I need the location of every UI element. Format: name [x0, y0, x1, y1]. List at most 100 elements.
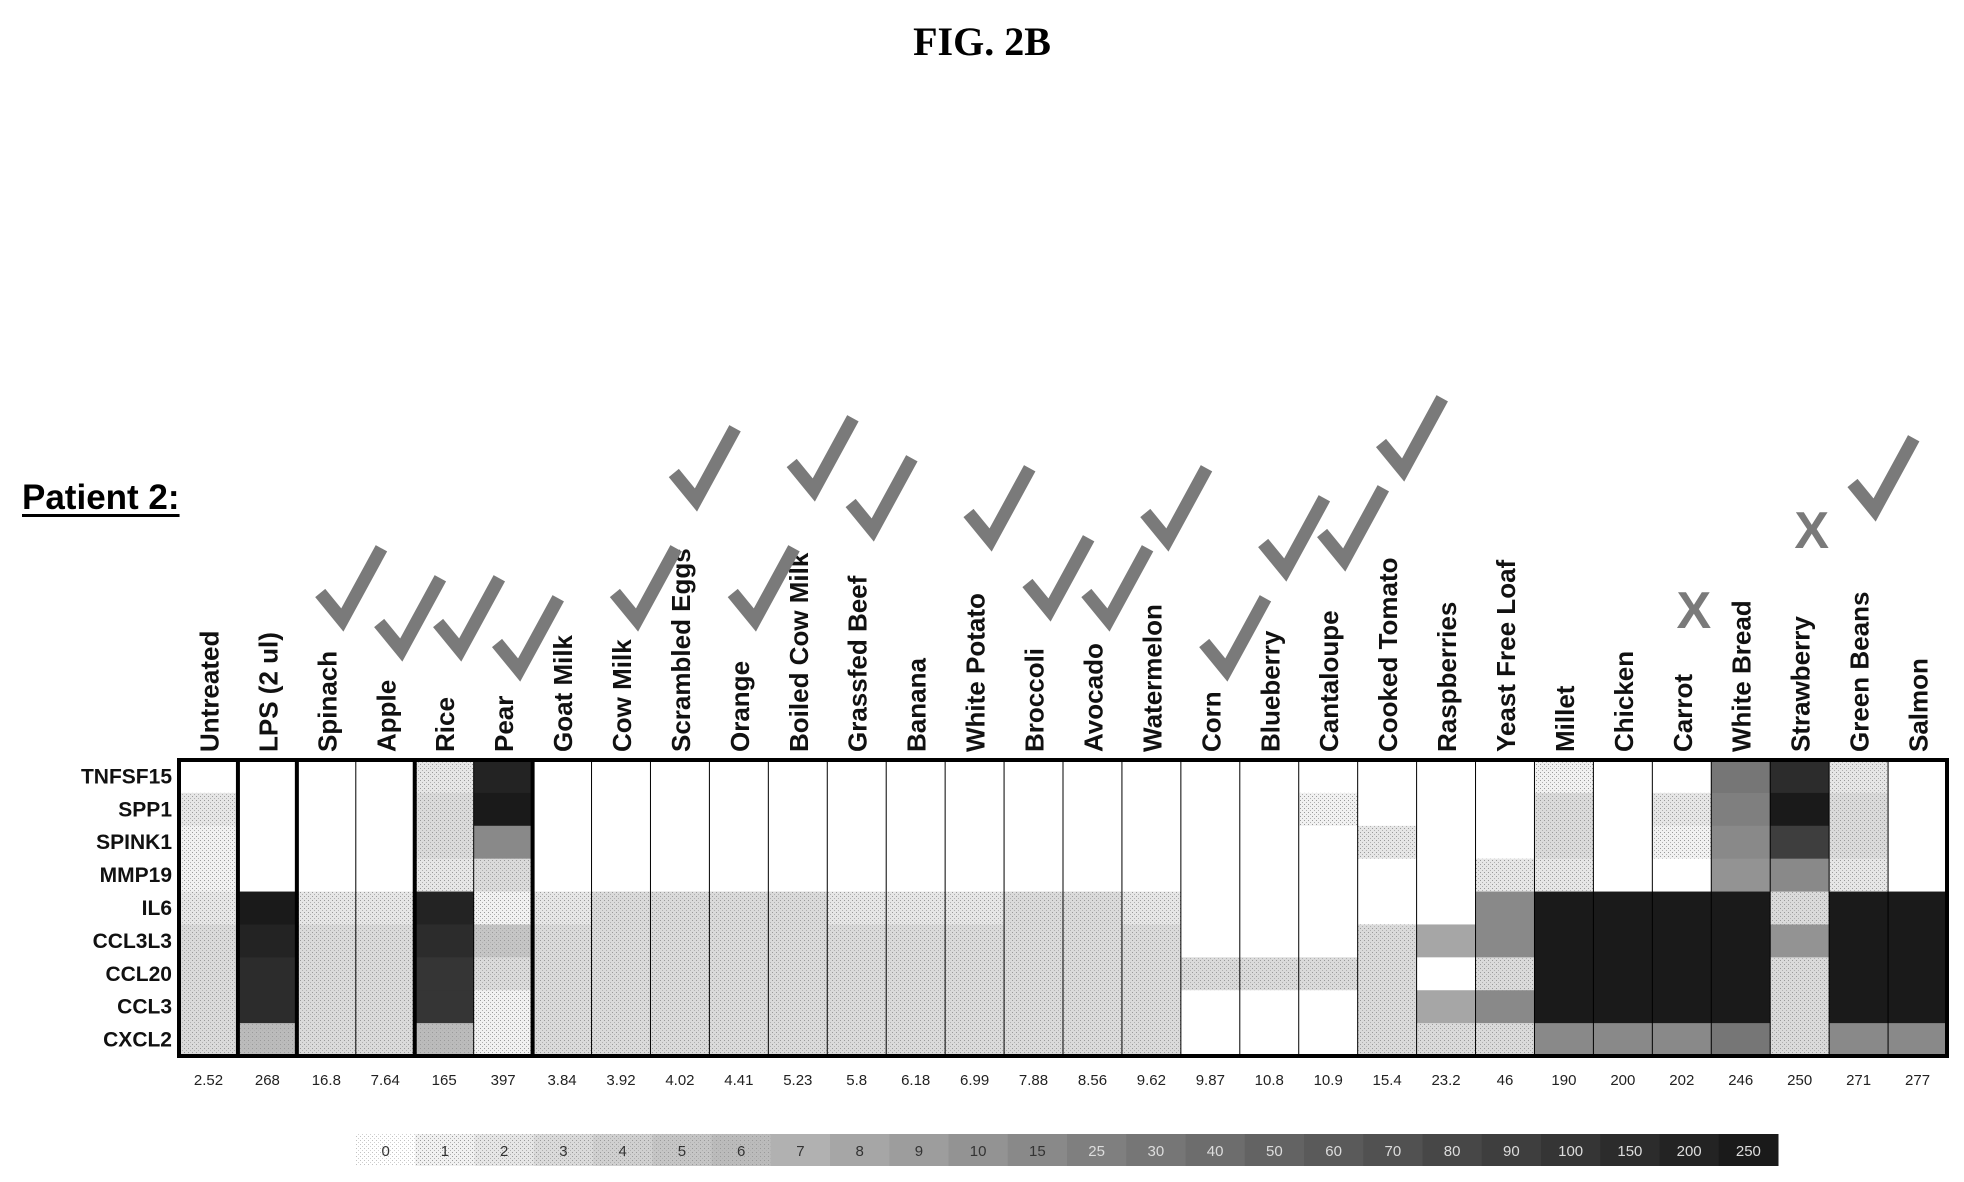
heatmap-cell-texture [591, 957, 651, 991]
heatmap-cell-texture [1121, 990, 1182, 1024]
x-mark-icon: X [1676, 582, 1711, 640]
heatmap-cell [768, 760, 828, 794]
heatmap-cell-texture [591, 990, 651, 1024]
scale-label: 10 [970, 1143, 987, 1160]
heatmap-cell-texture [473, 1023, 534, 1057]
heatmap-cell-texture [1063, 924, 1123, 958]
heatmap-cell-texture [414, 760, 475, 794]
heatmap-cell [355, 760, 416, 794]
heatmap-cell [532, 858, 593, 893]
column-total: 202 [1669, 1072, 1694, 1089]
scale-label: 4 [618, 1143, 626, 1160]
heatmap-cell [1593, 1023, 1653, 1057]
column-total: 9.62 [1137, 1072, 1166, 1089]
scale-swatch [1007, 1134, 1068, 1166]
heatmap-cell-texture [179, 825, 239, 860]
scale-label: 40 [1207, 1143, 1224, 1160]
scale-swatch [1126, 1134, 1186, 1166]
heatmap-cell-texture [473, 858, 534, 893]
figure-title: FIG. 2B [913, 19, 1051, 64]
heatmap-cell [591, 792, 651, 827]
heatmap-cell [827, 760, 887, 794]
heatmap-cell [1416, 957, 1477, 991]
column-total: 4.02 [665, 1072, 694, 1089]
row-label: IL6 [142, 897, 172, 920]
heatmap-cell [709, 792, 769, 827]
column-label: Corn [1196, 691, 1226, 752]
scale-label: 3 [559, 1143, 567, 1160]
column-label: Goat Milk [548, 634, 578, 752]
heatmap-cell-texture [1121, 957, 1182, 991]
heatmap-cell [1357, 760, 1418, 794]
scale-swatch [1067, 1134, 1127, 1166]
heatmap-cell [591, 858, 651, 893]
heatmap-cell [1298, 990, 1359, 1024]
heatmap-cell-texture [1534, 858, 1594, 893]
heatmap-cell-texture [945, 1023, 1005, 1057]
heatmap-cell [237, 957, 298, 991]
heatmap-cell [1829, 990, 1889, 1024]
heatmap-cell [414, 924, 475, 958]
heatmap-cell [1770, 924, 1830, 958]
column-label: LPS (2 ul) [253, 632, 283, 752]
scale-swatch [1600, 1134, 1660, 1166]
heatmap-cell-texture [473, 990, 534, 1024]
heatmap-cell [1239, 760, 1300, 794]
heatmap-cell-texture [591, 1023, 651, 1057]
column-total: 3.92 [606, 1072, 635, 1089]
heatmap-cell [1888, 1023, 1948, 1057]
scale-swatch-texture [711, 1134, 772, 1166]
heatmap-cell [1534, 957, 1594, 991]
heatmap-cell [1180, 924, 1241, 958]
heatmap-cell [1475, 990, 1535, 1024]
heatmap-cell-texture [532, 924, 593, 958]
scale-label: 100 [1558, 1143, 1583, 1160]
scale-swatch-texture [533, 1134, 594, 1166]
row-label: SPINK1 [96, 831, 172, 854]
heatmap-cell [296, 858, 357, 893]
heatmap-cell [1298, 924, 1359, 958]
heatmap-cell [1593, 792, 1653, 827]
checkmark-icon [1317, 485, 1390, 572]
heatmap-cell [532, 825, 593, 860]
heatmap-cell [1888, 924, 1948, 958]
column-label: Strawberry [1786, 616, 1816, 752]
checkmark-icon [963, 465, 1036, 552]
heatmap-cell [355, 825, 416, 860]
column-label: Yeast Free Loaf [1491, 559, 1521, 752]
column-label: Cooked Tomato [1373, 557, 1403, 752]
heatmap-cell-texture [532, 957, 593, 991]
heatmap-cell [886, 792, 946, 827]
heatmap-cell [1416, 924, 1477, 958]
heatmap-cell-texture [827, 957, 887, 991]
heatmap-cell [1180, 858, 1241, 893]
heatmap-cell [591, 760, 651, 794]
heatmap-cell-texture [532, 990, 593, 1024]
heatmap-cell [1711, 924, 1771, 958]
scale-label: 90 [1503, 1143, 1520, 1160]
heatmap-cell-texture [414, 825, 475, 860]
scale-label: 7 [796, 1143, 804, 1160]
patient-label: Patient 2: [22, 478, 180, 517]
heatmap-cell-texture [827, 1023, 887, 1057]
scale-label: 6 [737, 1143, 745, 1160]
scale-label: 200 [1677, 1143, 1702, 1160]
heatmap-cell [1888, 825, 1948, 860]
column-total: 4.41 [724, 1072, 753, 1089]
heatmap-cell [473, 760, 534, 794]
heatmap-cell [1593, 957, 1653, 991]
heatmap-cell-texture [1121, 1023, 1182, 1057]
heatmap-cell [945, 825, 1005, 860]
heatmap-cell-texture [179, 858, 239, 893]
heatmap-cell [414, 990, 475, 1024]
heatmap-cell [1239, 858, 1300, 893]
scale-swatch [1185, 1134, 1246, 1166]
heatmap-cell [237, 760, 298, 794]
heatmap-cell-texture [296, 924, 357, 958]
heatmap-cell-texture [650, 924, 710, 958]
heatmap-cell-texture [1357, 957, 1418, 991]
heatmap-cell-texture [355, 924, 416, 958]
heatmap-cell-texture [1063, 957, 1123, 991]
heatmap-cell [1298, 891, 1359, 925]
heatmap-cell [1475, 792, 1535, 827]
